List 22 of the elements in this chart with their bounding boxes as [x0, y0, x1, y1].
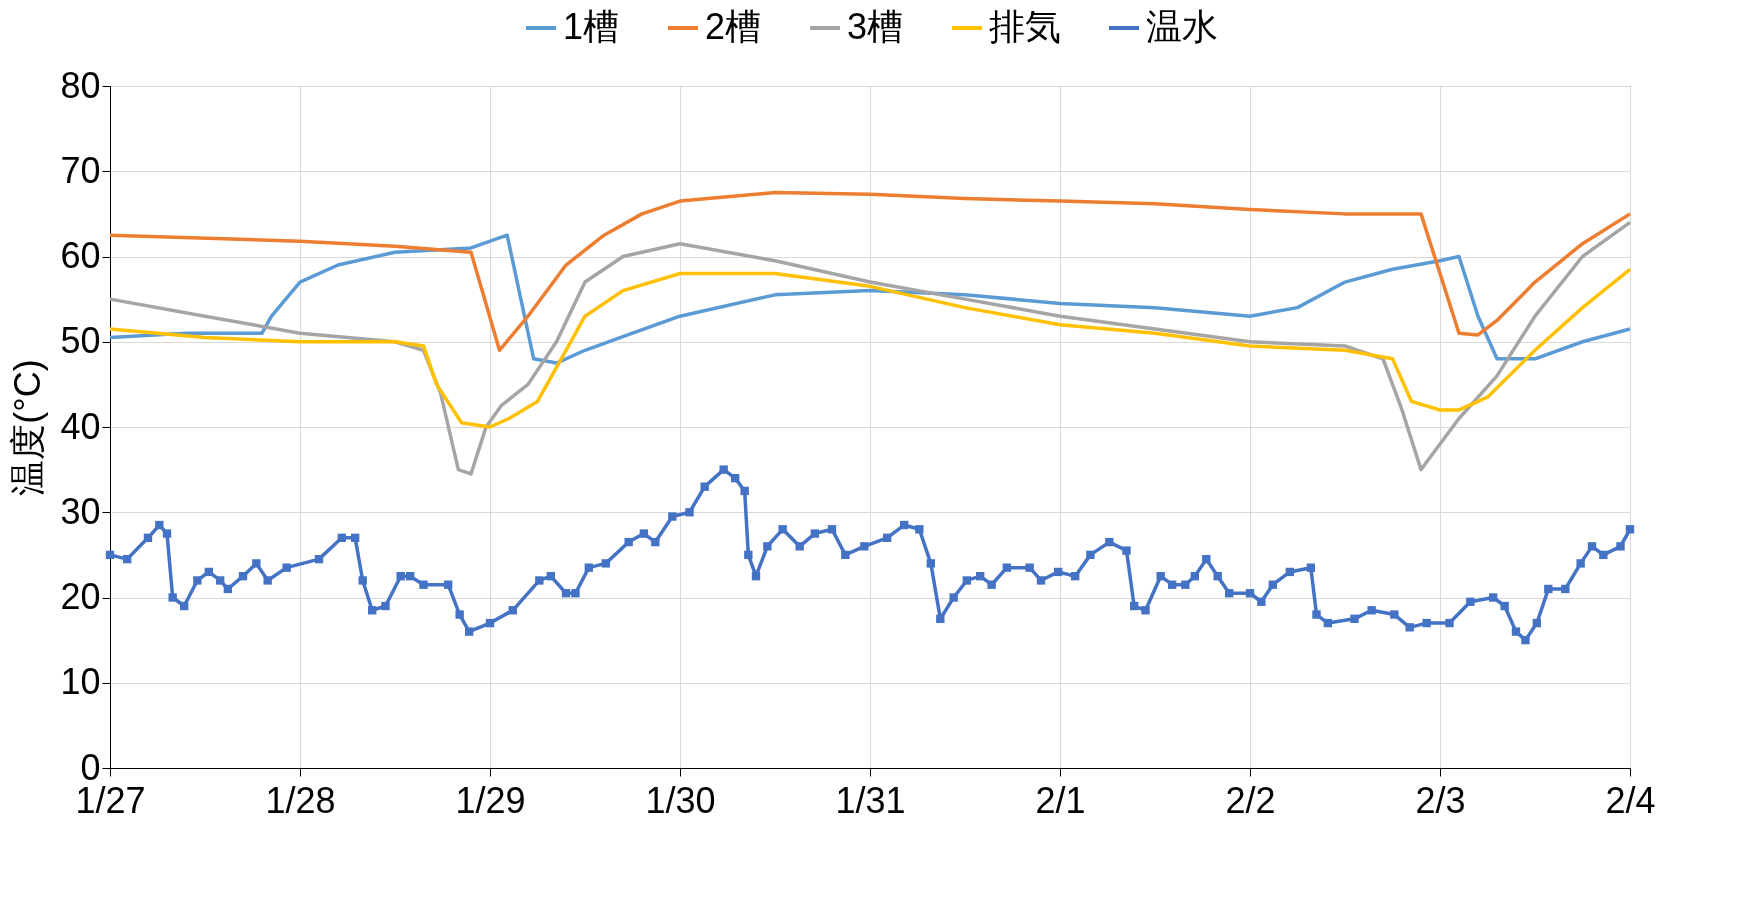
y-tick-label: 40: [60, 405, 101, 447]
y-tick-label: 80: [60, 64, 101, 106]
y-axis-title: 温度(°C): [7, 359, 49, 496]
x-tick-label: 2/2: [1225, 779, 1276, 821]
y-tick-label: 30: [60, 490, 101, 532]
y-tick-label: 50: [60, 320, 101, 362]
y-tick-label: 10: [60, 661, 101, 703]
x-tick-label: 2/1: [1035, 779, 1086, 821]
legend-label: 温水: [1146, 6, 1218, 47]
legend-label: 2槽: [705, 6, 762, 47]
legend-label: 排気: [989, 6, 1061, 47]
y-tick-label: 60: [60, 235, 101, 276]
x-tick-label: 1/29: [455, 779, 526, 821]
x-tick-label: 1/30: [645, 779, 716, 821]
x-tick-label: 1/28: [265, 779, 336, 821]
y-tick-label: 20: [60, 576, 101, 617]
x-tick-label: 1/31: [835, 779, 906, 821]
x-tick-label: 2/3: [1415, 779, 1466, 821]
legend-label: 3槽: [847, 6, 904, 47]
y-tick-label: 70: [60, 149, 101, 191]
legend-label: 1槽: [563, 6, 620, 47]
x-tick-label: 2/4: [1605, 779, 1656, 821]
